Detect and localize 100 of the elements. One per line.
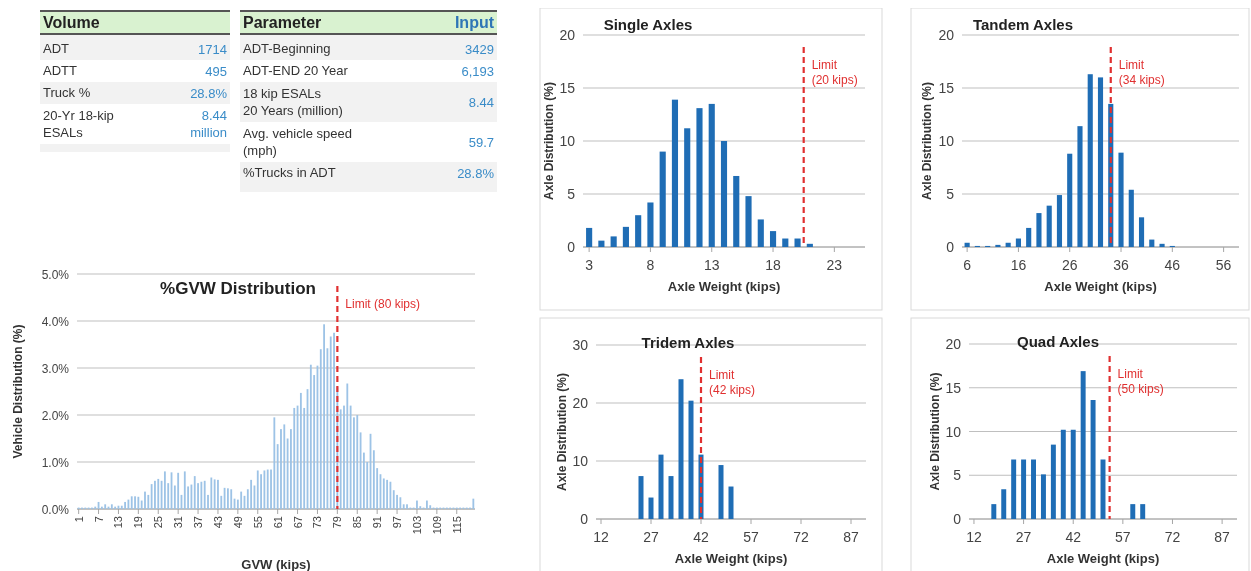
ref-line-label: Limit (80 kips) xyxy=(345,297,421,311)
x-tick-label: 46 xyxy=(1164,257,1181,273)
chart-title: Tridem Axles xyxy=(641,334,735,351)
chart-title: Quad Axles xyxy=(1017,333,1099,350)
x-axis-title: GVW (kips) xyxy=(241,557,311,571)
ref-line-label: Limit (42 kips) xyxy=(709,368,756,397)
y-tick-label: 20 xyxy=(945,336,962,352)
text: ADT-Beginning xyxy=(243,41,331,56)
ref-line-label: Limit (50 kips) xyxy=(1117,367,1164,396)
y-tick-label: 3.0% xyxy=(41,362,70,376)
x-tick-label: 23 xyxy=(826,257,843,273)
x-tick-label: 8 xyxy=(646,257,655,273)
x-tick-label: 56 xyxy=(1215,257,1232,273)
y-tick-label: 0 xyxy=(953,511,962,527)
chart-title: Tandem Axles xyxy=(972,16,1074,33)
text: 495 xyxy=(205,64,227,79)
text: ADTT xyxy=(43,63,77,78)
x-tick-label: 103 xyxy=(410,516,423,535)
text: Truck % xyxy=(43,85,91,100)
y-tick-label: 15 xyxy=(945,379,962,396)
text: 28.8% xyxy=(190,86,228,101)
y-tick-label: 5.0% xyxy=(41,268,70,282)
x-tick-label: 31 xyxy=(172,516,185,529)
text: 3429 xyxy=(465,42,494,57)
x-tick-label: 37 xyxy=(192,516,205,529)
x-tick-label: 19 xyxy=(132,516,145,529)
y-tick-label: 1.0% xyxy=(41,456,70,470)
x-tick-label: 25 xyxy=(152,516,165,529)
x-tick-label: 87 xyxy=(1214,529,1231,545)
text: 59.7 xyxy=(468,135,494,150)
y-tick-label: 15 xyxy=(559,80,576,96)
x-tick-label: 7 xyxy=(92,516,105,523)
ref-line-label: Limit (34 kips) xyxy=(1118,58,1165,87)
x-tick-label: 72 xyxy=(1164,529,1181,545)
y-tick-label: 10 xyxy=(945,423,962,440)
x-axis-title: Axle Weight (kips) xyxy=(1046,551,1160,566)
y-tick-label: 0.0% xyxy=(41,503,70,517)
y-axis-title: Axle Distribution (%) xyxy=(555,372,569,492)
text: 1714 xyxy=(198,42,227,57)
x-tick-label: 12 xyxy=(966,529,982,545)
y-tick-label: 10 xyxy=(572,453,589,469)
text: 8.44 xyxy=(468,95,494,110)
y-tick-label: 5 xyxy=(567,186,576,202)
x-tick-label: 85 xyxy=(351,516,364,529)
text: 6,193 xyxy=(461,64,494,79)
text: ADT xyxy=(43,41,70,56)
y-tick-label: 2.0% xyxy=(41,409,70,423)
text: 8.44 million xyxy=(190,108,227,140)
ref-line-label: Limit (20 kips) xyxy=(811,58,858,87)
x-tick-label: 97 xyxy=(391,516,404,529)
x-axis-title: Axle Weight (kips) xyxy=(667,279,781,294)
y-axis-title: Axle Distribution (%) xyxy=(920,81,934,201)
text: 20-Yr 18-kip ESALs xyxy=(43,108,114,140)
x-axis-title: Axle Weight (kips) xyxy=(674,551,788,566)
x-tick-label: 13 xyxy=(703,257,720,273)
text: 18 kip ESALs 20 Years (million) xyxy=(243,86,343,118)
y-tick-label: 0 xyxy=(946,239,955,255)
x-tick-label: 61 xyxy=(271,516,284,529)
x-tick-label: 115 xyxy=(450,516,463,534)
x-tick-label: 87 xyxy=(843,529,859,545)
text: Avg. vehicle speed (mph) xyxy=(243,126,352,158)
y-tick-label: 20 xyxy=(572,395,589,411)
x-tick-label: 91 xyxy=(371,516,384,529)
x-tick-label: 73 xyxy=(311,516,324,529)
x-tick-label: 26 xyxy=(1061,257,1078,273)
x-tick-label: 42 xyxy=(1065,529,1082,545)
x-tick-label: 57 xyxy=(743,529,759,545)
x-tick-label: 55 xyxy=(251,516,264,529)
text: ADT-END 20 Year xyxy=(243,63,349,78)
x-tick-label: 3 xyxy=(585,257,594,273)
x-tick-label: 79 xyxy=(331,516,344,529)
text: Parameter xyxy=(243,14,322,31)
text: Input xyxy=(454,14,495,31)
x-tick-label: 1 xyxy=(72,516,85,523)
x-tick-label: 18 xyxy=(765,257,782,273)
x-tick-label: 49 xyxy=(231,516,244,529)
y-tick-label: 0 xyxy=(580,511,589,527)
y-axis-title: Axle Distribution (%) xyxy=(542,81,556,201)
text: Volume xyxy=(43,14,100,31)
text: 28.8% xyxy=(457,166,495,181)
y-tick-label: 10 xyxy=(938,133,955,149)
y-axis-title: Vehicle Distribution (%) xyxy=(11,324,25,459)
x-tick-label: 109 xyxy=(430,516,443,535)
text: %Trucks in ADT xyxy=(243,165,336,180)
x-tick-label: 12 xyxy=(593,529,609,545)
x-tick-label: 42 xyxy=(693,529,709,545)
y-tick-label: 15 xyxy=(938,80,955,96)
y-tick-label: 0 xyxy=(567,239,576,255)
x-tick-label: 43 xyxy=(211,516,224,529)
chart-title: Single Axles xyxy=(603,16,693,33)
x-tick-label: 72 xyxy=(793,529,809,545)
x-tick-label: 16 xyxy=(1010,257,1027,273)
y-tick-label: 20 xyxy=(938,27,955,43)
x-axis-title: Axle Weight (kips) xyxy=(1044,279,1157,294)
x-tick-label: 27 xyxy=(643,529,659,545)
y-tick-label: 20 xyxy=(559,27,576,43)
x-tick-label: 57 xyxy=(1115,529,1131,545)
x-tick-label: 36 xyxy=(1113,257,1130,273)
x-tick-label: 27 xyxy=(1015,529,1032,545)
y-tick-label: 30 xyxy=(572,337,589,353)
